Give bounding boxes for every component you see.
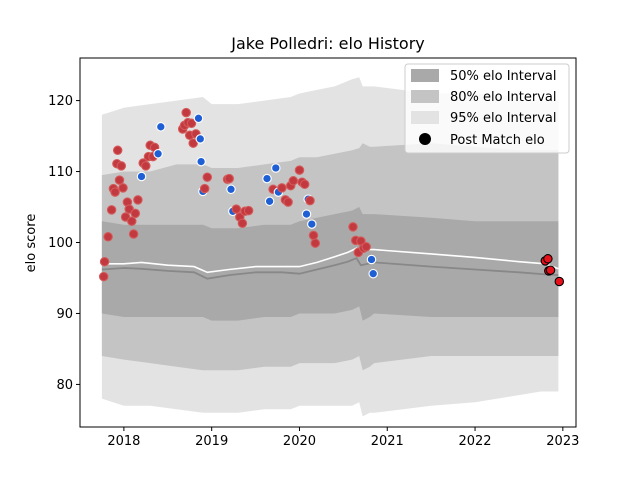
legend-label-50: 50% elo Interval (450, 69, 557, 84)
elo-point (195, 134, 206, 144)
trend-lines (101, 247, 559, 280)
elo-point (188, 138, 198, 148)
legend-label-post-match: Post Match elo (450, 133, 545, 148)
elo-point (348, 222, 358, 232)
elo-point (112, 145, 123, 156)
legend-swatch-50 (411, 69, 439, 82)
elo-point (271, 163, 281, 173)
y-tick-label: 80 (56, 378, 73, 393)
elo-point (181, 107, 191, 118)
elo-point (299, 179, 310, 190)
x-tick-label: 2018 (107, 434, 140, 449)
elo-point (103, 232, 113, 242)
median-line (101, 256, 559, 280)
elo-markers (98, 107, 565, 287)
elo-point (133, 195, 143, 205)
elo-point (153, 149, 163, 159)
x-tick-label: 2021 (371, 434, 404, 449)
y-tick-label: 120 (48, 94, 73, 109)
y-tick-label: 100 (48, 236, 73, 251)
x-tick-label: 2019 (195, 434, 228, 449)
elo-point (368, 268, 378, 279)
elo-point (294, 165, 305, 175)
elo-point (99, 256, 110, 267)
elo-point (264, 196, 275, 207)
elo-point-recent (545, 265, 556, 275)
elo-point (114, 175, 125, 185)
elo-point (118, 183, 128, 193)
elo-point (98, 271, 109, 282)
legend: 50% elo Interval 80% elo Interval 95% el… (404, 63, 570, 154)
y-tick-label: 90 (56, 307, 73, 322)
legend-swatch-80 (411, 90, 439, 103)
plot-area (98, 77, 565, 417)
elo-point (283, 197, 293, 207)
elo-point (231, 204, 242, 214)
band-50 (101, 207, 559, 321)
elo-point (243, 205, 254, 216)
elo-point (305, 195, 315, 206)
legend-marker-post-match (419, 133, 431, 145)
chart-title: Jake Polledri: elo History (230, 34, 425, 53)
y-tick-label: 110 (48, 165, 73, 180)
mean-line (101, 247, 559, 274)
elo-point-recent (543, 254, 553, 264)
elo-point (277, 183, 287, 193)
elo-point (110, 187, 120, 197)
axes: 2018 2019 2020 2021 2022 2023 80 90 100 110 120 (48, 57, 579, 449)
x-tick-label: 2020 (283, 434, 316, 449)
elo-point (226, 184, 236, 195)
interval-bands (101, 77, 559, 417)
elo-point (361, 242, 371, 252)
elo-point (224, 173, 234, 184)
elo-point (310, 238, 321, 248)
elo-point (156, 122, 166, 132)
y-axis-label: elo score (24, 214, 39, 273)
elo-point (307, 219, 317, 229)
elo-point (308, 230, 319, 241)
legend-label-95: 95% elo Interval (450, 111, 557, 126)
elo-point (237, 218, 248, 229)
elo-point (196, 156, 206, 167)
elo-point (199, 183, 210, 194)
legend-frame (404, 63, 570, 154)
x-tick-label: 2023 (546, 434, 579, 449)
elo-point (106, 205, 117, 215)
elo-point (127, 216, 137, 226)
x-tick-label: 2022 (458, 434, 491, 449)
elo-point (136, 171, 147, 182)
legend-label-80: 80% elo Interval (450, 90, 557, 105)
elo-point (128, 229, 139, 239)
elo-point (141, 161, 151, 171)
elo-point (301, 209, 312, 219)
elo-point (193, 113, 204, 124)
elo-point (288, 176, 299, 186)
legend-swatch-95 (411, 111, 439, 124)
elo-point (262, 173, 272, 184)
elo-point (130, 208, 141, 219)
elo-point-recent (554, 276, 565, 287)
elo-point (366, 254, 377, 265)
elo-point (116, 161, 127, 171)
elo-point (186, 118, 197, 129)
elo-point (202, 172, 213, 182)
